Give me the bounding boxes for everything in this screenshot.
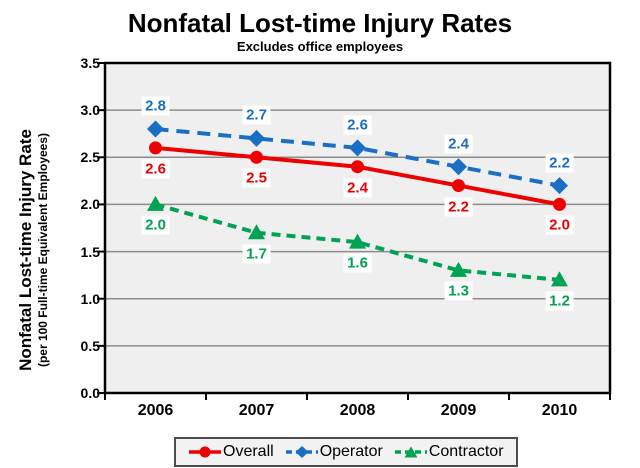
series-line-contractor bbox=[154, 202, 560, 282]
y-tick-label-2.5: 2.5 bbox=[80, 149, 100, 166]
marker-overall-2007 bbox=[250, 150, 263, 164]
marker-contractor-2007 bbox=[248, 224, 265, 240]
plot-area bbox=[105, 63, 610, 393]
y-tick-label-3.0: 3.0 bbox=[80, 102, 100, 119]
y-tick-label-2.0: 2.0 bbox=[80, 196, 100, 213]
legend-label-operator: Operator bbox=[319, 443, 383, 460]
data-label-overall-2007: 2.5 bbox=[242, 168, 271, 188]
data-label-contractor-2009: 1.3 bbox=[444, 281, 473, 301]
legend-label-overall: Overall bbox=[223, 443, 274, 460]
legend: Overall Operator Contractor bbox=[174, 437, 518, 467]
legend-label-contractor: Contractor bbox=[428, 443, 504, 460]
chart-subtitle: Excludes office employees bbox=[236, 39, 404, 54]
data-label-overall-2010: 2.0 bbox=[545, 215, 574, 235]
y-tick-label-3.5: 3.5 bbox=[80, 55, 100, 71]
marker-overall-2010 bbox=[553, 197, 566, 211]
data-label-contractor-2010: 1.2 bbox=[545, 291, 574, 311]
marker-overall-2008 bbox=[351, 160, 364, 174]
y-tick-label-0.0: 0.0 bbox=[80, 385, 100, 401]
marker-overall-2009 bbox=[452, 179, 465, 193]
marker-operator-2007 bbox=[248, 129, 265, 147]
marker-operator-2006 bbox=[147, 120, 164, 138]
marker-contractor-2010 bbox=[551, 271, 568, 287]
data-label-operator-2008: 2.6 bbox=[343, 115, 372, 135]
data-label-operator-2010: 2.2 bbox=[545, 153, 574, 173]
marker-contractor-2009 bbox=[450, 261, 467, 277]
data-label-operator-2009: 2.4 bbox=[444, 134, 473, 154]
data-label-overall-2006: 2.6 bbox=[141, 159, 170, 179]
y-tick-label-0.5: 0.5 bbox=[80, 337, 100, 354]
marker-contractor-2006 bbox=[147, 195, 164, 211]
y-tick-label-1.5: 1.5 bbox=[80, 243, 100, 260]
series-line-operator bbox=[155, 127, 560, 188]
data-label-contractor-2008: 1.6 bbox=[343, 253, 372, 273]
y-tick-label-1.0: 1.0 bbox=[80, 290, 100, 307]
marker-contractor-2008 bbox=[349, 233, 366, 249]
x-tick-label-2007: 2007 bbox=[238, 402, 275, 419]
legend-item-contractor: Contractor bbox=[394, 442, 504, 462]
marker-overall-2006 bbox=[149, 141, 162, 155]
legend-marker-contractor-icon bbox=[394, 446, 427, 458]
data-label-operator-2006: 2.8 bbox=[141, 96, 170, 116]
legend-marker-overall-icon bbox=[189, 446, 221, 458]
chart-title: Nonfatal Lost-time Injury Rates bbox=[127, 8, 513, 38]
data-label-overall-2008: 2.4 bbox=[343, 178, 372, 198]
legend-marker-operator-icon bbox=[285, 446, 318, 458]
legend-item-overall: Overall bbox=[188, 442, 274, 462]
x-tick-label-2010: 2010 bbox=[541, 402, 578, 419]
x-tick-label-2006: 2006 bbox=[137, 402, 174, 419]
data-label-contractor-2006: 2.0 bbox=[141, 215, 170, 235]
legend-item-operator: Operator bbox=[285, 442, 383, 462]
data-label-contractor-2007: 1.7 bbox=[242, 244, 271, 264]
data-label-overall-2009: 2.2 bbox=[444, 197, 473, 217]
data-label-operator-2007: 2.7 bbox=[242, 105, 271, 125]
plot-border bbox=[103, 61, 612, 395]
marker-operator-2008 bbox=[349, 139, 366, 157]
x-tick-label-2009: 2009 bbox=[440, 402, 477, 419]
marker-operator-2009 bbox=[450, 158, 467, 176]
x-tick-label-2008: 2008 bbox=[339, 402, 376, 419]
marker-operator-2010 bbox=[551, 177, 568, 195]
